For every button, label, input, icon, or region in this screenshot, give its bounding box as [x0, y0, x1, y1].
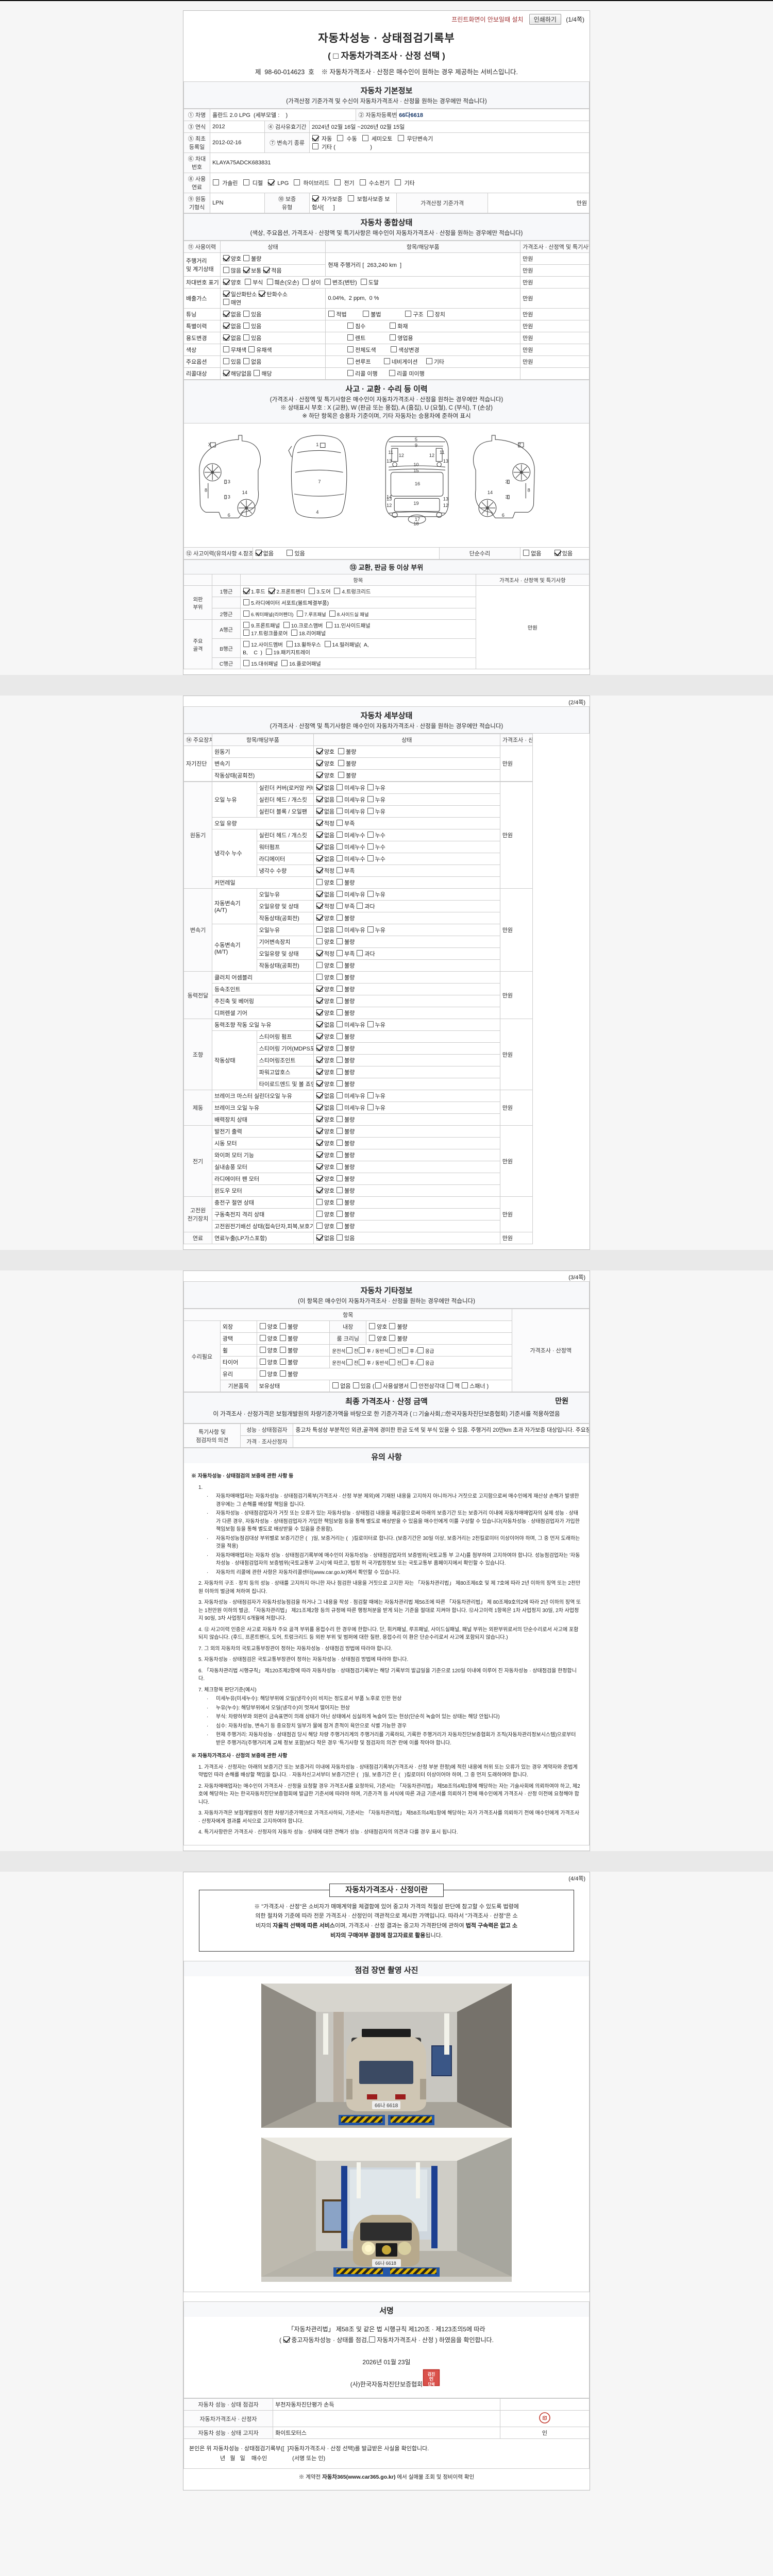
- svg-text:12: 12: [386, 503, 392, 508]
- svg-text:14: 14: [488, 490, 493, 495]
- svg-text:13: 13: [443, 497, 448, 502]
- svg-text:15: 15: [413, 468, 418, 473]
- svg-text:印: 印: [542, 2415, 547, 2421]
- svg-text:13: 13: [386, 497, 392, 502]
- svg-text:12: 12: [443, 503, 448, 508]
- svg-text:3: 3: [228, 494, 230, 499]
- svg-text:10: 10: [413, 462, 418, 467]
- svg-text:인: 인: [429, 2377, 433, 2382]
- svg-text:8: 8: [528, 488, 530, 493]
- svg-text:11: 11: [388, 450, 393, 455]
- svg-text:검진: 검진: [428, 2371, 435, 2377]
- svg-text:12: 12: [399, 453, 404, 458]
- svg-text:66나 6618: 66나 6618: [375, 2103, 398, 2109]
- svg-text:16: 16: [415, 481, 420, 486]
- svg-text:2: 2: [518, 442, 521, 447]
- svg-text:8: 8: [205, 488, 207, 493]
- svg-text:단체: 단체: [428, 2382, 435, 2386]
- svg-text:18: 18: [413, 521, 418, 527]
- svg-text:7: 7: [318, 479, 321, 484]
- svg-text:12: 12: [429, 453, 434, 458]
- svg-text:14: 14: [242, 490, 247, 495]
- svg-text:13: 13: [443, 459, 448, 464]
- svg-text:3: 3: [228, 479, 230, 484]
- svg-text:X: X: [208, 442, 211, 447]
- svg-text:4: 4: [316, 510, 318, 515]
- svg-text:19: 19: [413, 501, 418, 506]
- svg-text:6: 6: [228, 513, 230, 518]
- svg-text:66나 6618: 66나 6618: [375, 2261, 396, 2266]
- svg-text:13: 13: [386, 459, 392, 464]
- svg-text:9: 9: [415, 443, 417, 448]
- svg-text:6: 6: [502, 513, 505, 518]
- svg-text:1: 1: [316, 442, 318, 447]
- svg-text:11: 11: [440, 450, 445, 455]
- svg-text:5: 5: [415, 437, 417, 442]
